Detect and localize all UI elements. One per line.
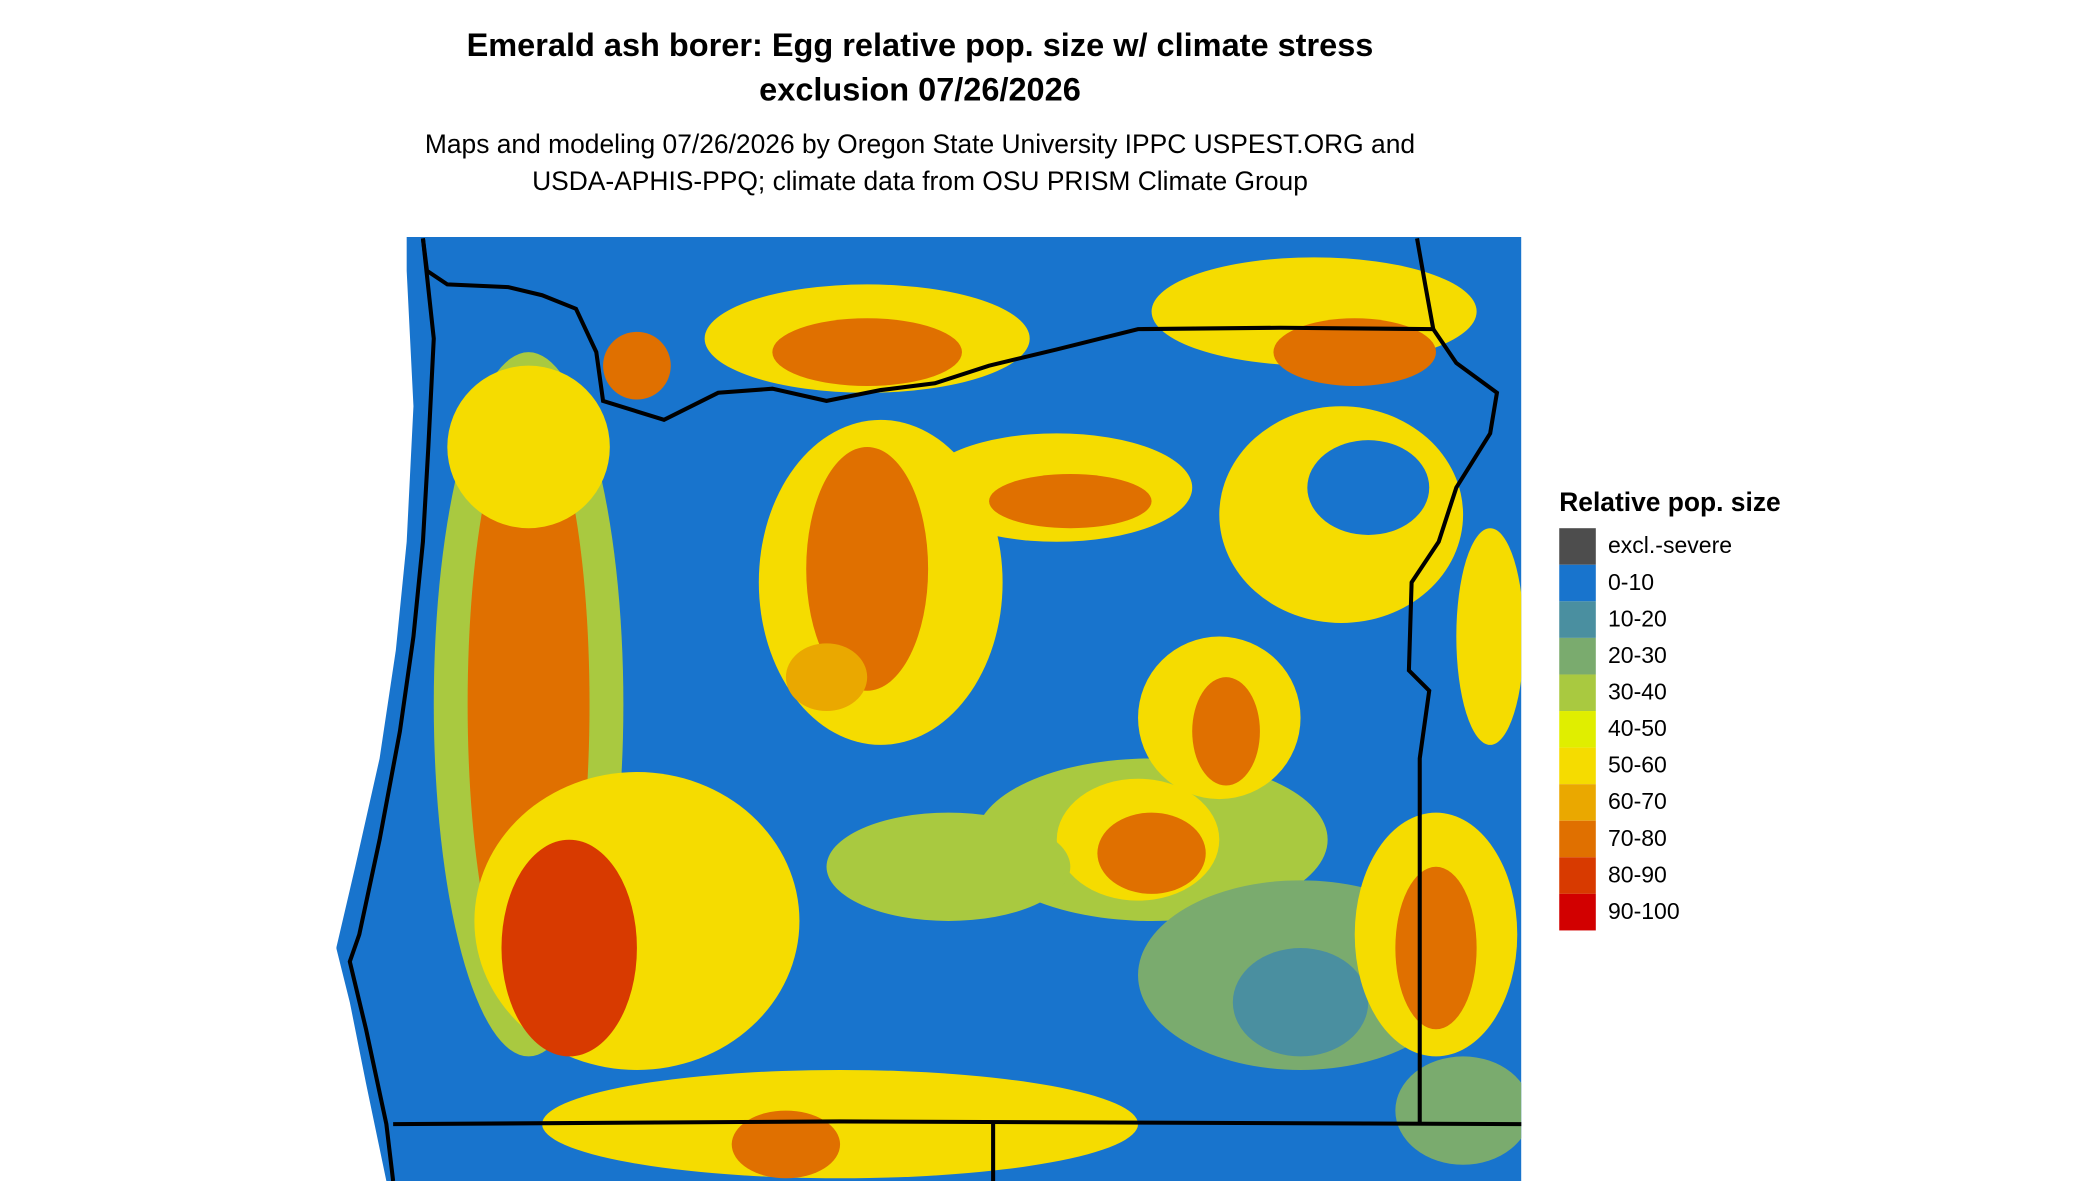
legend-label: 30-40 [1608, 679, 1667, 705]
raster-region [447, 365, 610, 529]
legend-label: 50-60 [1608, 752, 1667, 778]
legend-swatch [1559, 637, 1596, 675]
raster-region [501, 839, 637, 1057]
raster-region [772, 318, 962, 386]
legend-swatch [1559, 820, 1596, 858]
subtitle-line: Maps and modeling 07/26/2026 by Oregon S… [425, 129, 1415, 159]
legend-swatch [1559, 711, 1596, 748]
legend-swatch [1559, 893, 1596, 931]
raster-region [1273, 318, 1436, 386]
legend-label: 80-90 [1608, 861, 1667, 887]
legend-label: 20-30 [1608, 642, 1667, 668]
raster-region [1192, 677, 1260, 786]
legend: Relative pop. size excl.-severe 0-10 10-20… [1559, 487, 1781, 931]
raster-region [806, 446, 929, 691]
state-borders [347, 238, 1522, 1181]
raster-region [603, 331, 671, 400]
legend-label: excl.-severe [1608, 532, 1732, 558]
raster-region [731, 1110, 841, 1179]
legend-label: 60-70 [1608, 788, 1667, 814]
legend-swatch [1559, 784, 1596, 821]
legend-label: 10-20 [1608, 605, 1667, 631]
legend-swatch [1559, 674, 1596, 712]
raster-region [826, 812, 1071, 921]
title-line: exclusion 07/26/2026 [759, 72, 1081, 108]
legend-label: 0-10 [1608, 569, 1654, 595]
raster-region [1097, 812, 1206, 894]
raster-region [542, 1069, 1139, 1179]
raster-region [1307, 440, 1430, 535]
title-line: Emerald ash borer: Egg relative pop. siz… [467, 27, 1374, 63]
raster-region [1456, 528, 1522, 745]
subtitle-line: USDA-APHIS-PPQ; climate data from OSU PR… [532, 166, 1308, 196]
legend-label: 40-50 [1608, 715, 1667, 741]
raster-region [785, 643, 868, 712]
legend-label: 90-100 [1608, 898, 1680, 924]
legend-title: Relative pop. size [1559, 487, 1780, 517]
raster-region [1232, 948, 1369, 1057]
legend-swatch [1559, 857, 1596, 894]
legend-swatch [1559, 564, 1596, 602]
legend-swatch [1559, 528, 1596, 565]
raster-region [1395, 866, 1477, 1030]
legend-swatch [1559, 601, 1596, 638]
raster-region [1395, 1056, 1522, 1165]
legend-label: 70-80 [1608, 825, 1667, 851]
raster-region [989, 474, 1152, 529]
legend-swatch [1559, 747, 1596, 785]
map-raster [336, 237, 1522, 1181]
